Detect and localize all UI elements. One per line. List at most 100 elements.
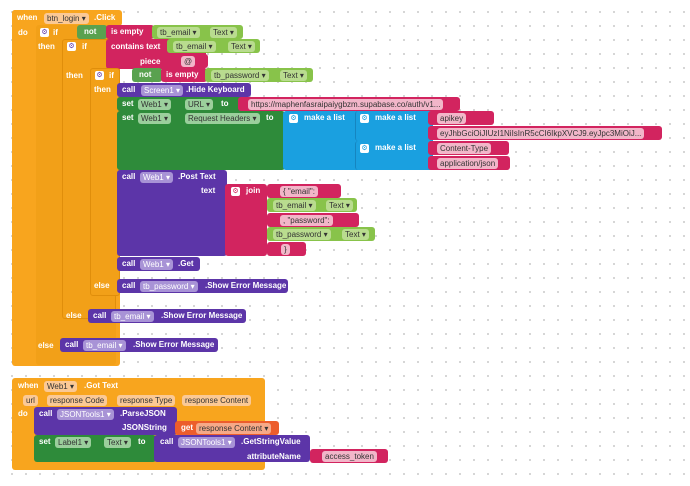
set-label: set bbox=[122, 113, 134, 122]
gear-icon[interactable]: ⚙ bbox=[289, 114, 298, 123]
else-label: else bbox=[38, 341, 54, 350]
string-value[interactable]: eyJhbGciOiJIUzI1NiIsInR5cCI6IkpXVCJ9.eyJ… bbox=[437, 128, 645, 139]
is-empty-label: is empty bbox=[111, 27, 144, 36]
gear-icon[interactable]: ⚙ bbox=[360, 114, 369, 123]
set-label: set bbox=[122, 99, 134, 108]
contains-label: contains text bbox=[111, 42, 161, 51]
method-label: .Hide Keyboard bbox=[186, 85, 245, 94]
component-dropdown[interactable]: Web1 ▾ bbox=[138, 113, 172, 124]
component-dropdown[interactable]: Label1 ▾ bbox=[55, 437, 92, 448]
then-label: then bbox=[38, 42, 55, 51]
is-empty-block[interactable] bbox=[106, 25, 154, 39]
if-block-3[interactable] bbox=[90, 68, 120, 296]
string-value[interactable]: access_token bbox=[322, 451, 377, 462]
method-label: .Show Error Message bbox=[133, 340, 215, 349]
if-label: if bbox=[53, 28, 58, 37]
method-label: .Get bbox=[178, 259, 194, 268]
component-dropdown[interactable]: tb_email ▾ bbox=[111, 311, 154, 322]
component-dropdown[interactable]: tb_email ▾ bbox=[83, 340, 126, 351]
component-dropdown[interactable]: tb_password ▾ bbox=[140, 281, 198, 292]
not-block[interactable] bbox=[132, 68, 162, 82]
not-block[interactable] bbox=[77, 25, 107, 39]
method-label: .ParseJSON bbox=[120, 409, 166, 418]
component-dropdown[interactable]: tb_password ▾ bbox=[211, 70, 269, 81]
get-label: get bbox=[181, 423, 193, 432]
property-dropdown[interactable]: Text ▾ bbox=[210, 27, 237, 38]
property-dropdown[interactable]: Text ▾ bbox=[326, 200, 353, 211]
component-dropdown[interactable]: JSONTools1 ▾ bbox=[57, 409, 114, 420]
component-dropdown[interactable]: tb_password ▾ bbox=[273, 229, 331, 240]
component-dropdown[interactable]: Web1 ▾ bbox=[44, 381, 78, 392]
to-label: to bbox=[266, 113, 274, 122]
make-list-label: make a list bbox=[304, 113, 345, 122]
property-dropdown[interactable]: Text ▾ bbox=[228, 41, 255, 52]
do-label: do bbox=[18, 409, 28, 418]
string-value[interactable]: , "password": bbox=[280, 215, 333, 226]
text-arg-label: text bbox=[201, 186, 216, 195]
component-dropdown[interactable]: btn_login ▾ bbox=[44, 13, 89, 24]
make-list-label: make a list bbox=[375, 113, 416, 122]
string-value[interactable]: @ bbox=[181, 56, 196, 67]
gear-icon[interactable]: ⚙ bbox=[40, 28, 49, 37]
param-response-content[interactable]: response Content bbox=[182, 395, 252, 406]
join-label: join bbox=[246, 186, 261, 195]
set-label: set bbox=[39, 437, 51, 446]
else-label: else bbox=[94, 281, 110, 290]
component-dropdown[interactable]: JSONTools1 ▾ bbox=[178, 437, 235, 448]
piece-label: piece bbox=[140, 57, 161, 66]
call-label: call bbox=[122, 259, 136, 268]
else-label: else bbox=[66, 311, 82, 320]
arg-label: attributeName bbox=[247, 452, 301, 461]
property-dropdown[interactable]: URL ▾ bbox=[185, 99, 213, 110]
param-response-type[interactable]: response Type bbox=[117, 395, 176, 406]
property-dropdown[interactable]: Text ▾ bbox=[342, 229, 369, 240]
arg-label: JSONString bbox=[122, 423, 167, 432]
gear-icon[interactable]: ⚙ bbox=[231, 187, 240, 196]
variable-dropdown[interactable]: response Content ▾ bbox=[196, 423, 272, 434]
call-label: call bbox=[93, 311, 107, 320]
string-value[interactable]: apikey bbox=[437, 113, 467, 124]
call-label: call bbox=[122, 281, 136, 290]
when-label: when bbox=[17, 13, 38, 22]
method-label: .Show Error Message bbox=[205, 281, 287, 290]
join-block[interactable] bbox=[225, 184, 267, 256]
component-dropdown[interactable]: Web1 ▾ bbox=[138, 99, 172, 110]
component-dropdown[interactable]: tb_email ▾ bbox=[173, 41, 216, 52]
make-list-label: make a list bbox=[375, 143, 416, 152]
property-dropdown[interactable]: Request Headers ▾ bbox=[185, 113, 260, 124]
when-label: when bbox=[18, 381, 39, 390]
call-label: call bbox=[39, 409, 53, 418]
component-dropdown[interactable]: Screen1 ▾ bbox=[141, 85, 184, 96]
component-dropdown[interactable]: Web1 ▾ bbox=[140, 172, 174, 183]
to-label: to bbox=[138, 437, 146, 446]
component-dropdown[interactable]: tb_email ▾ bbox=[157, 27, 200, 38]
event-name: .Click bbox=[94, 13, 116, 22]
string-value[interactable]: Content-Type bbox=[437, 143, 492, 154]
event-name: .Got Text bbox=[84, 381, 119, 390]
param-url[interactable]: url bbox=[23, 395, 38, 406]
param-response-code[interactable]: response Code bbox=[47, 395, 108, 406]
property-dropdown[interactable]: Text ▾ bbox=[104, 437, 131, 448]
set-label-text-block[interactable] bbox=[34, 435, 156, 462]
post-text-call[interactable] bbox=[117, 170, 227, 256]
if-label: if bbox=[82, 42, 87, 51]
if-label: if bbox=[109, 71, 114, 80]
string-value[interactable]: { "email": bbox=[280, 186, 318, 197]
string-value[interactable]: https://maphenfasraipaiygbzm.supabase.co… bbox=[248, 99, 444, 110]
not-label: not bbox=[84, 27, 97, 36]
call-label: call bbox=[122, 172, 136, 181]
then-label: then bbox=[94, 85, 111, 94]
string-value[interactable]: } bbox=[281, 244, 290, 255]
is-empty-block[interactable] bbox=[161, 68, 207, 82]
method-label: .GetStringValue bbox=[241, 437, 301, 446]
method-label: .Post Text bbox=[178, 172, 216, 181]
component-dropdown[interactable]: Web1 ▾ bbox=[140, 259, 174, 270]
component-dropdown[interactable]: tb_email ▾ bbox=[273, 200, 316, 211]
property-dropdown[interactable]: Text ▾ bbox=[280, 70, 307, 81]
call-label: call bbox=[65, 340, 79, 349]
gear-icon[interactable]: ⚙ bbox=[360, 144, 369, 153]
method-label: .Show Error Message bbox=[161, 311, 243, 320]
string-value[interactable]: application/json bbox=[437, 158, 499, 169]
gear-icon[interactable]: ⚙ bbox=[67, 42, 76, 51]
gear-icon[interactable]: ⚙ bbox=[95, 71, 104, 80]
